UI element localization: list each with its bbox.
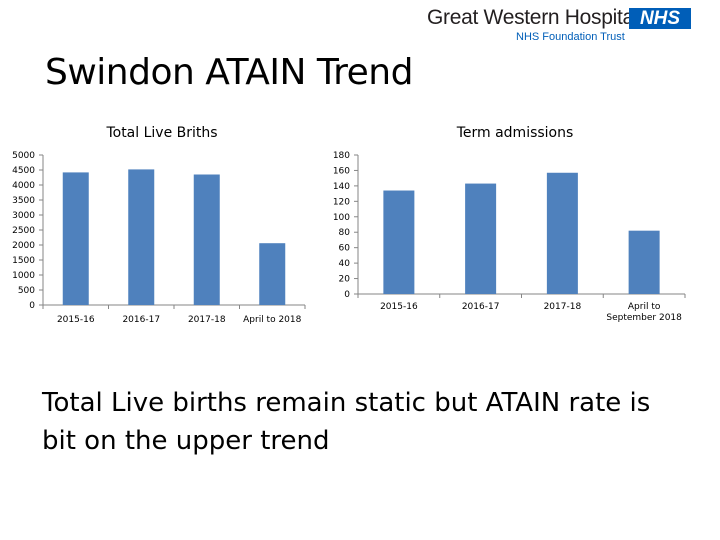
- y-tick-label: 160: [333, 166, 350, 176]
- chart-title: Total Live Briths: [105, 125, 217, 141]
- y-tick-label: 0: [29, 301, 35, 311]
- x-tick-label: 2016-17: [122, 315, 160, 325]
- slide-title: Swindon ATAIN Trend: [45, 52, 413, 93]
- y-tick-label: 60: [339, 244, 351, 254]
- slide-caption: Total Live births remain static but ATAI…: [42, 388, 651, 456]
- logo-subtitle: NHS Foundation Trust: [516, 31, 625, 43]
- y-tick-label: 5000: [12, 151, 35, 161]
- live-births-chart: Total Live Briths 0 500 1000 1500 2000 2500 300…: [12, 125, 306, 325]
- x-tick-label: 2016-17: [462, 302, 500, 312]
- chart-title: Term admissions: [456, 125, 574, 141]
- y-tick-label: 140: [333, 182, 350, 192]
- bar-2017-18: [193, 174, 220, 305]
- x-tick-label: April to September 2018: [606, 302, 682, 323]
- y-tick-label: 500: [18, 286, 35, 296]
- bar-2016-17: [128, 169, 155, 305]
- y-tick-label: 180: [333, 151, 350, 161]
- y-tick-label: 3500: [12, 196, 35, 206]
- y-tick-label: 2500: [12, 226, 35, 236]
- x-tick-label: 2017-18: [188, 315, 226, 325]
- bar-2017-18: [546, 172, 578, 294]
- trust-logo: Great Western Hospitals NHS NHS Foundati…: [425, 6, 691, 43]
- nhs-badge: NHS: [629, 8, 691, 29]
- y-tick-label: 3000: [12, 211, 35, 221]
- logo-name: Great Western Hospitals: [427, 6, 649, 29]
- y-tick-label: 20: [339, 275, 351, 285]
- x-tick-label: April to 2018: [243, 315, 302, 325]
- y-tick-label: 120: [333, 197, 350, 207]
- y-tick-label: 80: [339, 228, 351, 238]
- bar-april-to-september-2018: [628, 230, 660, 294]
- bar-april-to-2018: [259, 243, 286, 305]
- y-tick-label: 2000: [12, 241, 35, 251]
- bar-2015-16: [62, 172, 89, 305]
- term-admissions-chart: Term admissions 0 20 40 60 80 100 120 140 160 180 2…: [333, 125, 686, 323]
- bar-2015-16: [383, 190, 415, 294]
- y-tick-label: 1000: [12, 271, 35, 281]
- y-tick-label: 4500: [12, 166, 35, 176]
- y-tick-label: 100: [333, 213, 350, 223]
- x-tick-label: 2015-16: [380, 302, 418, 312]
- x-tick-label: 2017-18: [544, 302, 582, 312]
- x-tick-label: 2015-16: [57, 315, 95, 325]
- y-tick-label: 40: [339, 259, 351, 269]
- bar-2016-17: [465, 183, 497, 294]
- y-tick-label: 1500: [12, 256, 35, 266]
- y-tick-label: 0: [344, 290, 350, 300]
- y-tick-label: 4000: [12, 181, 35, 191]
